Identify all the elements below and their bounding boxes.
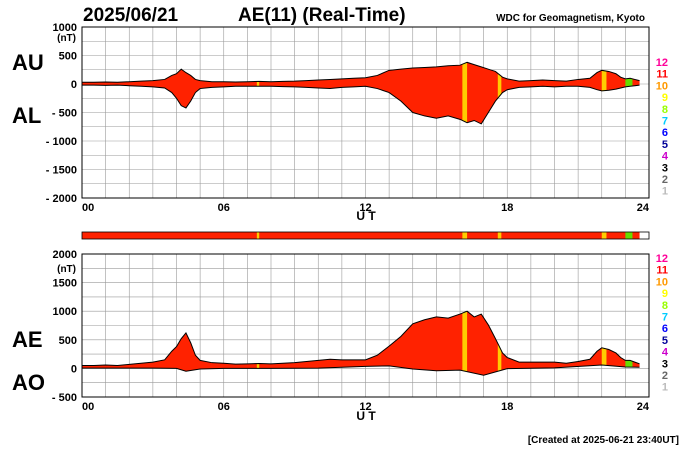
au-al-y-tick-label: 0 (71, 79, 77, 91)
ae-ao-x-tick-label: 00 (82, 401, 94, 413)
level-legend-label: 12 (656, 253, 668, 265)
level-legend-label: 3 (662, 358, 668, 370)
created-timestamp: [Created at 2025-06-21 23:40UT] (528, 435, 679, 446)
ae-ao-unit: (nT) (57, 264, 76, 275)
ae-ao-y-tick-label: 500 (59, 335, 77, 347)
level-legend-label: 2 (662, 174, 668, 186)
level-bar-segment (625, 232, 633, 239)
ae-ao-y-tick-label: 2000 (53, 249, 77, 261)
chart-title: AE(11) (Real-Time) (238, 5, 406, 26)
ae-label: AE (12, 327, 43, 352)
level-bar-segment (82, 232, 640, 239)
activity-level-bar (81, 231, 650, 240)
ae-ao-activity-band (462, 311, 468, 376)
level-legend-label: 6 (662, 127, 668, 139)
level-legend-label: 3 (662, 162, 668, 174)
level-legend-label: 11 (656, 265, 668, 277)
au-al-y-tick-label: 1000 (53, 22, 77, 34)
au-al-au-line (82, 61, 640, 83)
data-source: WDC for Geomagnetism, Kyoto (496, 13, 645, 24)
ae-ao-x-tick-label: 24 (637, 401, 650, 413)
level-legend-label: 1 (662, 186, 668, 198)
ae-ao-y-tick-label: 1000 (53, 306, 77, 318)
level-bar-frame (81, 231, 650, 240)
au-al-x-tick-label: 24 (637, 202, 650, 214)
au-al-x-tick-label: 06 (218, 202, 230, 214)
level-legend-label: 2 (662, 370, 668, 382)
ae-ao-y-tick-label: 1500 (53, 278, 77, 290)
ae-ao-ao-line (82, 364, 640, 376)
ae-ao-ticks: 00 06 12 18 24 2000 1500 1000 500 0 - 500 (52, 249, 650, 413)
level-bar-segment (256, 232, 260, 239)
au-al-grid (82, 27, 649, 198)
au-al-xlabel: U T (356, 209, 376, 223)
au-al-y-tick-label: - 2000 (46, 193, 77, 205)
level-legend-label: 10 (656, 80, 668, 92)
level-legend-label: 10 (656, 276, 668, 288)
al-label: AL (12, 103, 41, 128)
level-legend-label: 7 (662, 312, 668, 324)
au-al-x-tick-label: 18 (501, 202, 513, 214)
level-legend-label: 5 (662, 335, 668, 347)
level-legend-label: 8 (662, 104, 668, 116)
au-al-ticks: 00 06 12 18 24 1000 500 0 - 500 - 1000 - 1500 - 200… (46, 22, 650, 214)
au-al-y-tick-label: - 500 (52, 108, 77, 120)
au-al-x-tick-label: 00 (82, 202, 94, 214)
ae-ao-x-tick-label: 12 (359, 401, 371, 413)
ae-ao-y-tick-label: - 500 (52, 392, 77, 404)
au-al-frame (81, 26, 650, 199)
chart-date: 2025/06/21 (83, 5, 179, 26)
au-al-activity-band (462, 62, 468, 124)
level-bar-segment (497, 232, 502, 239)
au-label: AU (12, 50, 44, 75)
level-legend-label: 9 (662, 288, 668, 300)
ae-ao-ae-line (82, 310, 640, 367)
ae-ao-xlabel: U T (356, 409, 376, 423)
level-bar-segment (601, 232, 607, 239)
level-legend-label: 11 (656, 69, 668, 81)
au-al-activity-band (497, 62, 502, 124)
level-legend-label: 1 (662, 382, 668, 394)
level-bar-segment (462, 232, 468, 239)
ae-ao-x-tick-label: 06 (218, 401, 230, 413)
level-legend-label: 12 (656, 57, 668, 69)
au-al-y-tick-label: - 1500 (46, 165, 77, 177)
ae-ao-y-tick-label: 0 (71, 363, 77, 375)
level-legend-label: 8 (662, 300, 668, 312)
au-al-y-tick-label: 500 (59, 51, 77, 63)
level-legend-label: 9 (662, 92, 668, 104)
au-al-al-line (82, 84, 640, 125)
au-al-x-tick-label: 12 (359, 202, 371, 214)
ae-ao-grid (82, 254, 649, 397)
au-al-y-tick-label: - 1000 (46, 136, 77, 148)
level-legend-label: 6 (662, 323, 668, 335)
level-legend-label: 4 (662, 347, 669, 359)
ae-ao-frame (81, 253, 650, 398)
ao-label: AO (12, 370, 45, 395)
level-legend-label: 4 (662, 151, 669, 163)
level-legend-label: 5 (662, 139, 668, 151)
au-al-unit: (nT) (57, 33, 76, 44)
au-al-panel: 00 06 12 18 24 1000 500 0 - 500 - 1000 - 1500 - 200… (12, 22, 650, 223)
ae-ao-x-tick-label: 18 (501, 401, 513, 413)
level-legend-label: 7 (662, 116, 668, 128)
